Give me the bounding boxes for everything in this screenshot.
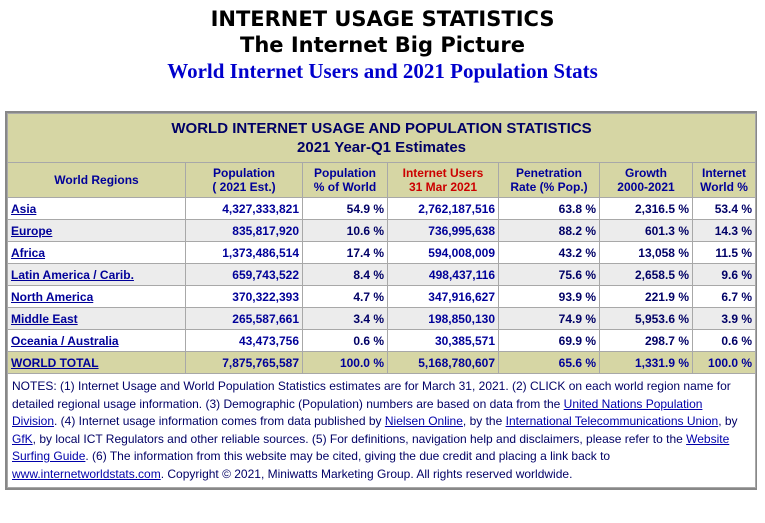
growth-cell: 5,953.6 % bbox=[599, 307, 693, 330]
pct-world-cell: 10.6 % bbox=[302, 219, 388, 242]
table-row: Latin America / Carib. 659,743,522 8.4 %… bbox=[7, 263, 757, 286]
table-row: Africa 1,373,486,514 17.4 % 594,008,009 … bbox=[7, 241, 757, 264]
internet-users-cell: 498,437,116 bbox=[387, 263, 499, 286]
internet-users-cell: 347,916,627 bbox=[387, 285, 499, 308]
growth-cell: 601.3 % bbox=[599, 219, 693, 242]
page-title: INTERNET USAGE STATISTICS bbox=[210, 7, 555, 31]
link-itu[interactable]: International Telecommunications Union bbox=[505, 414, 719, 428]
pct-world-cell: 3.4 % bbox=[302, 307, 388, 330]
region-link-latin-america[interactable]: Latin America / Carib. bbox=[11, 267, 134, 282]
population-cell: 4,327,333,821 bbox=[185, 197, 303, 220]
link-un-population[interactable]: United Nations Population Division bbox=[12, 396, 703, 429]
pct-world-cell: 4.7 % bbox=[302, 285, 388, 308]
region-cell: Europe bbox=[7, 219, 186, 242]
world-pct-cell: 14.3 % bbox=[691, 219, 757, 242]
world-pct-cell: 53.4 % bbox=[691, 197, 757, 220]
penetration-cell: 65.6 % bbox=[498, 351, 600, 374]
table-row: North America 370,322,393 4.7 % 347,916,… bbox=[7, 285, 757, 308]
world-pct-cell: 0.6 % bbox=[691, 329, 757, 352]
region-link-oceania[interactable]: Oceania / Australia bbox=[11, 333, 119, 348]
col-header-regions: World Regions bbox=[7, 162, 186, 198]
col-header-internet-world-pct: Internet World % bbox=[691, 162, 757, 198]
region-cell: Oceania / Australia bbox=[7, 329, 186, 352]
internet-users-cell: 30,385,571 bbox=[387, 329, 499, 352]
region-cell: Asia bbox=[7, 197, 186, 220]
region-cell: Latin America / Carib. bbox=[7, 263, 186, 286]
world-pct-cell: 11.5 % bbox=[691, 241, 757, 264]
world-pct-cell: 6.7 % bbox=[691, 285, 757, 308]
penetration-cell: 75.6 % bbox=[498, 263, 600, 286]
world-pct-cell: 9.6 % bbox=[691, 263, 757, 286]
population-cell: 659,743,522 bbox=[185, 263, 303, 286]
total-row: WORLD TOTAL 7,875,765,587 100.0 % 5,168,… bbox=[7, 351, 757, 374]
penetration-cell: 93.9 % bbox=[498, 285, 600, 308]
penetration-cell: 63.8 % bbox=[498, 197, 600, 220]
region-cell: WORLD TOTAL bbox=[7, 351, 186, 374]
col-header-pct-world: Population% of World bbox=[302, 162, 388, 198]
penetration-cell: 43.2 % bbox=[498, 241, 600, 264]
internet-users-cell: 198,850,130 bbox=[387, 307, 499, 330]
link-gfk[interactable]: GfK bbox=[12, 431, 33, 446]
population-cell: 43,473,756 bbox=[185, 329, 303, 352]
pct-world-cell: 100.0 % bbox=[302, 351, 388, 374]
internet-users-cell: 2,762,187,516 bbox=[387, 197, 499, 220]
table-row: Europe 835,817,920 10.6 % 736,995,638 88… bbox=[7, 219, 757, 242]
region-link-asia[interactable]: Asia bbox=[11, 201, 37, 216]
link-nielsen[interactable]: Nielsen Online bbox=[384, 414, 463, 428]
page-header: INTERNET USAGE STATISTICS The Internet B… bbox=[0, 6, 765, 84]
world-pct-cell: 3.9 % bbox=[691, 307, 757, 330]
link-surfing-guide[interactable]: Website Surfing Guide bbox=[12, 431, 730, 464]
notes-row: NOTES: (1) Internet Usage and World Popu… bbox=[6, 373, 757, 488]
col-header-penetration: Penetration Rate (% Pop.) bbox=[498, 162, 600, 198]
region-cell: Africa bbox=[7, 241, 186, 264]
region-link-middle-east[interactable]: Middle East bbox=[11, 311, 78, 326]
growth-cell: 1,331.9 % bbox=[599, 351, 693, 374]
stats-table: WORLD INTERNET USAGE AND POPULATION STAT… bbox=[6, 113, 757, 488]
pct-world-cell: 17.4 % bbox=[302, 241, 388, 264]
penetration-cell: 69.9 % bbox=[498, 329, 600, 352]
table-title-cell: WORLD INTERNET USAGE AND POPULATION STAT… bbox=[6, 113, 757, 163]
population-cell: 835,817,920 bbox=[185, 219, 303, 242]
population-cell: 1,373,486,514 bbox=[185, 241, 303, 264]
col-header-growth: Growth 2000-2021 bbox=[599, 162, 693, 198]
link-site[interactable]: www.internetworldstats.com bbox=[12, 466, 161, 481]
region-link-africa[interactable]: Africa bbox=[11, 245, 46, 260]
region-link-europe[interactable]: Europe bbox=[11, 223, 53, 238]
region-link-world-total[interactable]: WORLD TOTAL bbox=[11, 355, 99, 370]
population-cell: 370,322,393 bbox=[185, 285, 303, 308]
growth-cell: 2,316.5 % bbox=[599, 197, 693, 220]
region-cell: Middle East bbox=[7, 307, 186, 330]
growth-cell: 13,058 % bbox=[599, 241, 693, 264]
region-link-north-america[interactable]: North America bbox=[11, 289, 94, 304]
population-cell: 265,587,661 bbox=[185, 307, 303, 330]
col-header-internet-users: Internet Users 31 Mar 2021 bbox=[387, 162, 499, 198]
internet-users-cell: 736,995,638 bbox=[387, 219, 499, 242]
column-header-row: World Regions Population( 2021 Est.) Pop… bbox=[7, 162, 757, 198]
penetration-cell: 74.9 % bbox=[498, 307, 600, 330]
penetration-cell: 88.2 % bbox=[498, 219, 600, 242]
table-title: WORLD INTERNET USAGE AND POPULATION STAT… bbox=[171, 120, 592, 137]
growth-cell: 2,658.5 % bbox=[599, 263, 693, 286]
world-pct-cell: 100.0 % bbox=[691, 351, 757, 374]
growth-cell: 221.9 % bbox=[599, 285, 693, 308]
table-row: Asia 4,327,333,821 54.9 % 2,762,187,516 … bbox=[7, 197, 757, 220]
col-header-population: Population( 2021 Est.) bbox=[185, 162, 303, 198]
internet-users-cell: 594,008,009 bbox=[387, 241, 499, 264]
table-row: Middle East 265,587,661 3.4 % 198,850,13… bbox=[7, 307, 757, 330]
region-cell: North America bbox=[7, 285, 186, 308]
pct-world-cell: 54.9 % bbox=[302, 197, 388, 220]
page-tagline: World Internet Users and 2021 Population… bbox=[167, 59, 598, 83]
page-subtitle: The Internet Big Picture bbox=[240, 33, 525, 57]
stats-table-container: WORLD INTERNET USAGE AND POPULATION STAT… bbox=[5, 111, 757, 490]
notes: NOTES: (1) Internet Usage and World Popu… bbox=[6, 373, 757, 488]
table-row: Oceania / Australia 43,473,756 0.6 % 30,… bbox=[7, 329, 757, 352]
internet-users-cell: 5,168,780,607 bbox=[387, 351, 499, 374]
pct-world-cell: 8.4 % bbox=[302, 263, 388, 286]
growth-cell: 298.7 % bbox=[599, 329, 693, 352]
population-cell: 7,875,765,587 bbox=[185, 351, 303, 374]
table-subtitle: 2021 Year-Q1 Estimates bbox=[297, 139, 467, 156]
pct-world-cell: 0.6 % bbox=[302, 329, 388, 352]
